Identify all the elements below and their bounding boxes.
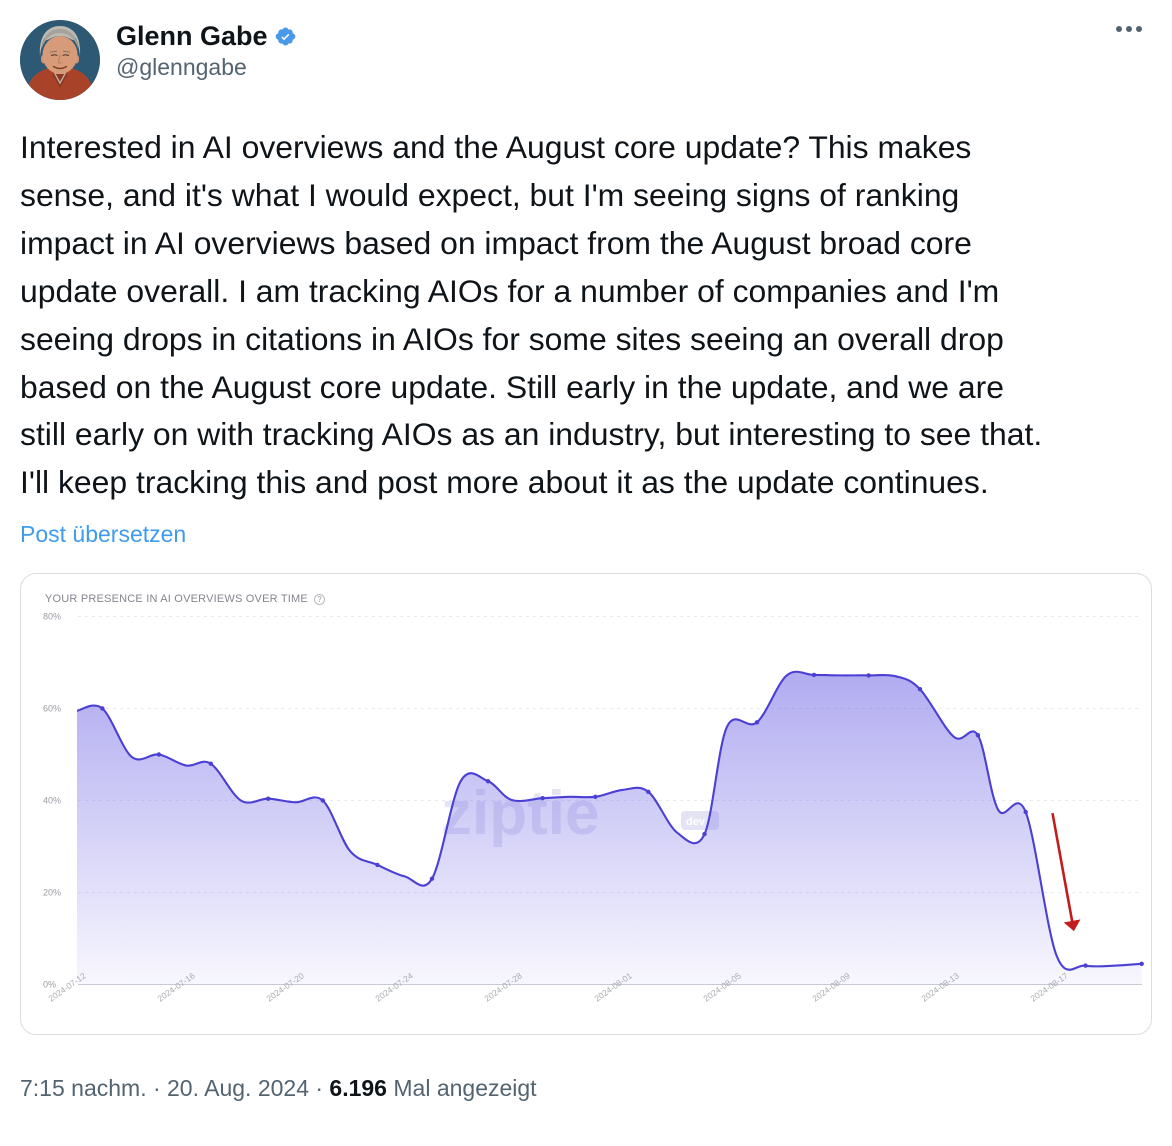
svg-text:40%: 40% bbox=[43, 796, 61, 806]
svg-text:0%: 0% bbox=[43, 980, 56, 990]
svg-text:80%: 80% bbox=[43, 612, 61, 622]
svg-text:dev: dev bbox=[686, 816, 706, 828]
svg-text:20%: 20% bbox=[43, 888, 61, 898]
svg-text:60%: 60% bbox=[43, 704, 61, 714]
